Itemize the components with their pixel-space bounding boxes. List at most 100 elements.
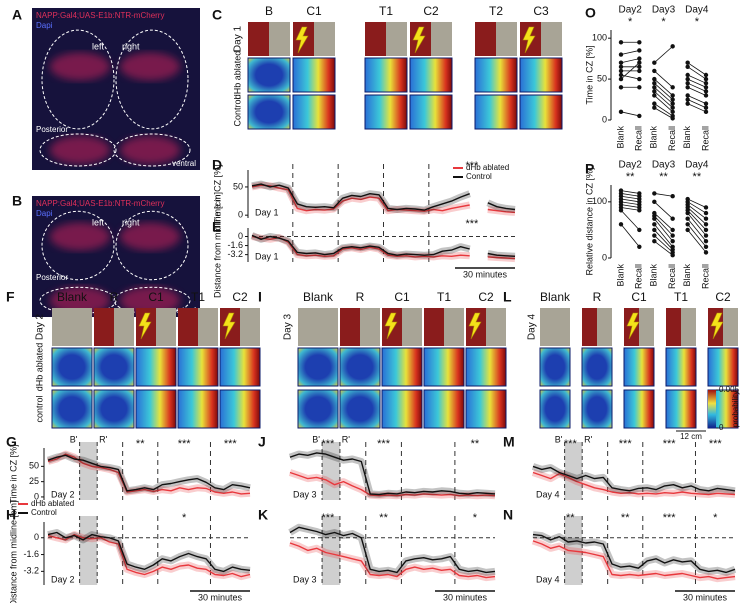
significance: * bbox=[661, 16, 666, 28]
pair-line bbox=[687, 95, 707, 105]
condition-label: Recall bbox=[667, 264, 677, 289]
label: ventral bbox=[172, 159, 196, 168]
pair-line bbox=[620, 204, 640, 208]
shade-label: R' bbox=[99, 434, 107, 444]
panel-label: I bbox=[258, 289, 262, 305]
stimulus-right bbox=[402, 308, 422, 346]
dot bbox=[670, 252, 675, 258]
dot bbox=[703, 222, 709, 227]
heatmap bbox=[135, 347, 177, 387]
condition-label: Blank bbox=[649, 126, 659, 149]
pair-line bbox=[620, 209, 640, 231]
significance: * bbox=[182, 512, 187, 524]
dot bbox=[703, 233, 709, 238]
shock-icon bbox=[710, 312, 724, 340]
dot bbox=[685, 227, 690, 233]
column-header: C1 bbox=[148, 290, 164, 304]
column-header: Blank bbox=[303, 290, 334, 304]
dot bbox=[637, 60, 642, 65]
outline bbox=[39, 133, 117, 167]
signal bbox=[50, 222, 110, 251]
column-header: R bbox=[356, 290, 365, 304]
dot bbox=[618, 40, 624, 45]
dot bbox=[685, 210, 690, 216]
dot bbox=[618, 208, 624, 213]
dot bbox=[670, 105, 675, 110]
signal bbox=[120, 136, 180, 164]
pair-line bbox=[620, 50, 640, 55]
pair-line bbox=[620, 201, 640, 206]
condition-label: Recall bbox=[634, 264, 644, 289]
heatmap bbox=[135, 389, 177, 429]
shock-icon bbox=[468, 312, 482, 340]
dot bbox=[703, 72, 709, 78]
label: Dapi bbox=[36, 209, 53, 218]
label: Posterior bbox=[36, 273, 68, 282]
column-header: T1 bbox=[379, 4, 393, 18]
dot bbox=[685, 101, 690, 106]
pair-line bbox=[620, 74, 640, 80]
column-header: R bbox=[110, 290, 119, 304]
dot bbox=[703, 105, 709, 110]
label: left bbox=[92, 217, 105, 227]
panel-label: G bbox=[6, 434, 17, 450]
dot bbox=[652, 216, 657, 221]
label: left bbox=[92, 41, 105, 51]
pair-line bbox=[620, 193, 640, 197]
pair-line bbox=[654, 201, 673, 219]
dot bbox=[703, 227, 709, 233]
heatmap bbox=[93, 389, 135, 429]
stimulus-left bbox=[475, 22, 496, 56]
stimulus-right bbox=[269, 22, 290, 56]
significance: * bbox=[473, 512, 478, 524]
heatmap bbox=[474, 94, 518, 130]
condition-label: Recall bbox=[700, 264, 710, 289]
line bbox=[289, 526, 496, 574]
pair-line bbox=[654, 193, 673, 197]
dot bbox=[652, 93, 657, 98]
significance: *** bbox=[321, 512, 335, 524]
significance: *** bbox=[663, 512, 677, 524]
column-header: C3 bbox=[533, 4, 549, 18]
heatmap bbox=[364, 94, 408, 130]
condition-label: Recall bbox=[667, 126, 677, 151]
shock-icon bbox=[522, 26, 536, 54]
shock-icon bbox=[222, 312, 236, 340]
stimulus-right bbox=[72, 308, 92, 346]
legend-label: Control bbox=[31, 508, 57, 517]
colorbar-tick: 0 bbox=[719, 423, 724, 432]
dot bbox=[685, 76, 690, 82]
pair-line bbox=[654, 215, 673, 236]
outline bbox=[41, 210, 115, 281]
dot bbox=[618, 76, 624, 82]
line bbox=[251, 235, 516, 260]
dot bbox=[652, 101, 657, 106]
heatmap bbox=[297, 347, 339, 387]
dot bbox=[670, 97, 675, 102]
pair-line bbox=[687, 82, 707, 92]
y-tick-label: 0 bbox=[34, 491, 39, 501]
pair-line bbox=[687, 201, 707, 214]
dot bbox=[652, 60, 657, 65]
label: right bbox=[122, 217, 140, 227]
panel-label: D bbox=[212, 157, 222, 173]
column-header: C2 bbox=[715, 290, 731, 304]
stimulus-right bbox=[360, 308, 380, 346]
shock-icon bbox=[626, 312, 640, 340]
group-label: Day2 bbox=[618, 160, 642, 171]
day-label: Day 3 bbox=[293, 489, 317, 499]
label: Dapi bbox=[36, 21, 53, 30]
pair-line bbox=[687, 198, 707, 208]
pair-line bbox=[687, 66, 707, 80]
pair-line bbox=[654, 82, 673, 100]
row-label: control bbox=[34, 395, 44, 422]
y-tick-label: 50 bbox=[233, 181, 243, 191]
stimulus-right bbox=[431, 22, 452, 56]
column-header: R bbox=[593, 290, 602, 304]
day-label: Day 3 bbox=[293, 574, 317, 584]
significance: ** bbox=[471, 438, 480, 450]
column-header: C1 bbox=[306, 4, 322, 18]
shade-label: R' bbox=[342, 434, 350, 444]
heatmap bbox=[381, 389, 423, 429]
pair-line bbox=[620, 195, 640, 200]
